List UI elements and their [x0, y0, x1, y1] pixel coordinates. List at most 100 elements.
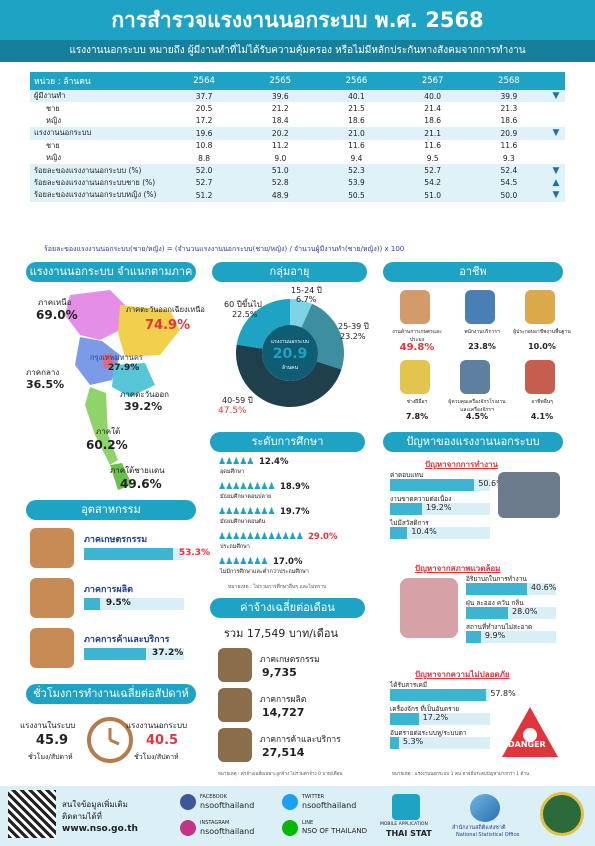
problem-name: อันตรายต่อระบบหู/ระบบตา — [390, 729, 467, 737]
problem-value: 17.2% — [422, 713, 449, 722]
region-north-name: ภาคเหนือ — [38, 298, 72, 307]
row-value: 21.0 — [318, 127, 395, 140]
row-value: 21.3 — [500, 104, 518, 114]
org-name-en: National Statistical Office — [456, 832, 520, 838]
people-icon-row: ♟♟♟♟♟♟♟♟ — [218, 507, 276, 517]
region-south-value: 60.2% — [86, 438, 128, 452]
donut-slice — [236, 299, 290, 349]
age-value-60: 22.5% — [232, 310, 258, 319]
row-value: 51.0 — [242, 164, 319, 177]
thai-stat-app-icon[interactable] — [392, 794, 420, 820]
twitter-icon[interactable] — [282, 794, 298, 810]
table-row: ชาย 10.8 11.2 11.6 11.6 11.6 — [30, 140, 565, 152]
people-icon-row: ♟♟♟♟♟♟♟ — [218, 557, 268, 567]
industry-bar — [84, 648, 146, 660]
row-value: 50.0 — [470, 189, 547, 202]
industry-value: 37.2% — [152, 648, 184, 658]
problem-name: เครื่องจักร ที่เป็นอันตราย — [390, 705, 460, 713]
occupation-name: อาชีพอื่นๆ — [531, 399, 553, 405]
app-label: MOBILE APPLICATION — [380, 822, 428, 827]
row-value: 21.2 — [271, 104, 289, 114]
industry-illustration-icon — [30, 628, 74, 668]
problem-name: สถานที่ทำงานไม่สะอาด — [466, 623, 533, 631]
app-name[interactable]: THAI STAT — [386, 829, 432, 838]
row-value: 9.5 — [426, 153, 439, 163]
problem-bar-track — [390, 737, 490, 749]
table-year-header: 2566 — [318, 72, 395, 90]
age-value-4059: 47.5% — [218, 406, 247, 416]
table-row: หญิง 17.2 18.4 18.6 18.6 18.6 — [30, 115, 565, 127]
line-handle[interactable]: NSO OF THAILAND — [302, 827, 368, 835]
row-value: 9.3 — [502, 153, 515, 163]
region-bkk-name: กรุงเทพมหานคร — [90, 353, 143, 362]
problem-bar — [390, 503, 422, 515]
row-value: 11.6 — [424, 141, 441, 151]
table-unit-cell: หน่วย : ล้านคน — [30, 72, 166, 90]
row-value: 39.9 — [470, 90, 547, 103]
table-year-header: 2567 — [394, 72, 471, 90]
row-value: 51.0 — [394, 189, 471, 202]
wage-title: ค่าจ้างเฉลี่ยต่อเดือน — [210, 598, 365, 618]
line-icon[interactable] — [282, 820, 298, 836]
row-label: ร้อยละของแรงงานนอกระบบชาย (%) — [30, 176, 166, 190]
facebook-icon[interactable] — [180, 794, 196, 810]
problem-value: 50.6% — [478, 479, 504, 488]
occupation-name: งานด้านการเกษตรและประมง — [392, 329, 442, 343]
row-value: 20.5 — [195, 104, 213, 114]
wage-note: หมายเหตุ : ค่าจ้างเฉลี่ยเฉพาะลูกจ้าง ไม่… — [218, 772, 343, 777]
donut-hole — [262, 325, 318, 381]
education-name: มัธยมศึกษาตอนต้น — [220, 519, 266, 525]
arrow-down-icon: ▼ — [547, 90, 565, 103]
problem-bar — [466, 631, 481, 643]
wage-sector-value: 14,727 — [262, 706, 305, 719]
twitter-handle[interactable]: nsoofthailand — [302, 801, 357, 810]
row-value: 37.7 — [166, 90, 243, 103]
wage-sector-value: 9,735 — [262, 666, 297, 679]
hours-formal-label: แรงงานในระบบ — [20, 721, 76, 730]
region-ne-name: ภาคตะวันออกเฉียงเหนือ — [126, 305, 205, 314]
row-label: ร้อยละของแรงงานนอกระบบหญิง (%) — [30, 189, 166, 202]
problem-bar — [390, 737, 399, 749]
table-row: ร้อยละของแรงงานนอกระบบ (%) 52.0 51.0 52.3 52… — [30, 164, 565, 177]
problem-bar — [390, 689, 487, 701]
table-row: ร้อยละของแรงงานนอกระบบชาย (%) 52.7 52.8 53.… — [30, 176, 565, 190]
footer-url[interactable]: www.nso.go.th — [62, 824, 138, 834]
problem-value: 19.2% — [426, 503, 452, 512]
problem-value: 9.9% — [484, 631, 506, 640]
table-row: แรงงานนอกระบบ 19.6 20.2 21.0 21.1 20.9 ▼ — [30, 127, 565, 140]
row-label: ชาย — [46, 103, 60, 113]
row-value: 54.2 — [394, 176, 471, 190]
industry-bar — [84, 548, 173, 560]
footer-more: สนใจข้อมูลเพิ่มเติม — [62, 800, 128, 809]
education-value: 17.0% — [273, 557, 303, 567]
twitter-label: TWITTER — [302, 794, 325, 800]
row-value: 21.5 — [348, 104, 365, 114]
row-value: 21.4 — [424, 104, 441, 114]
instagram-icon[interactable] — [180, 820, 196, 836]
facebook-handle[interactable]: nsoofthailand — [200, 801, 255, 810]
instagram-handle[interactable]: nsoofthailand — [200, 827, 255, 836]
hours-informal-value: 40.5 — [146, 733, 179, 748]
occupation-value: 7.8% — [405, 412, 429, 421]
region-east-name: ภาคตะวันออก — [120, 390, 170, 399]
problem-bar — [390, 713, 419, 725]
table-trend-header — [547, 72, 565, 90]
donut-center-label: แรงงานนอกระบบ — [270, 339, 310, 345]
problem-bar — [390, 479, 475, 491]
row-label: ร้อยละของแรงงานนอกระบบ (%) — [30, 164, 166, 177]
problems-title: ปัญหาของแรงงานนอกระบบ — [383, 432, 563, 452]
problem-value: 28.0% — [512, 607, 538, 616]
row-value: 11.6 — [348, 141, 365, 151]
problem-name: ไม่มีสวัสดิการ — [390, 519, 429, 527]
problem-group-title: ปัญหาจากความไม่ปลอดภัย — [415, 670, 510, 679]
hours-formal-value: 45.9 — [36, 733, 69, 748]
problem-value: 5.3% — [402, 737, 424, 746]
table-row: ร้อยละของแรงงานนอกระบบหญิง (%) 51.2 48.9 50… — [30, 189, 565, 202]
row-value: 51.2 — [166, 189, 243, 202]
row-label: ผู้มีงานทำ — [30, 90, 166, 103]
occupation-value: 4.1% — [530, 412, 554, 421]
hours-title: ชั่วโมงการทำงานเฉลี่ยต่อสัปดาห์ — [26, 684, 196, 704]
region-title: แรงงานนอกระบบ จำแนกตามภาค — [26, 262, 196, 282]
education-name: มัธยมศึกษาตอนปลาย — [220, 494, 272, 500]
region-deepsouth-name: ภาคใต้ชายแดน — [110, 466, 165, 475]
